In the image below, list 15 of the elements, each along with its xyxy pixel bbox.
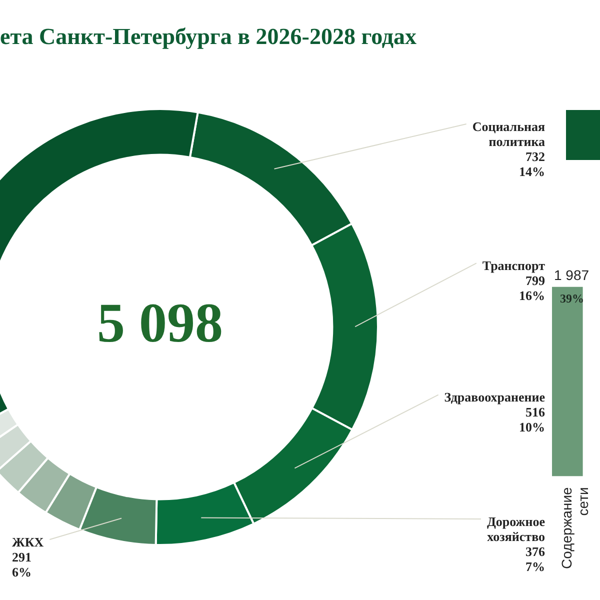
data-label: 732 14% (519, 148, 545, 179)
slice-label: ЖКХ (12, 534, 44, 550)
chart-title: ета Санкт-Петербурга в 2026-2028 годах (0, 24, 417, 50)
annotation: 39% (560, 291, 584, 306)
x-tick-label: Содержание сети (558, 486, 592, 570)
slice-label: Дорожное хозяйство (486, 514, 546, 544)
slice-label: Транспорт (482, 258, 546, 274)
data-label: 1 987 (554, 267, 590, 284)
data-label: 516 10% (519, 404, 546, 435)
text: 5 098 (97, 292, 223, 354)
slice-label: Социальная политика (472, 118, 546, 149)
data-label: 291 6% (12, 549, 32, 580)
data-label: 376 7% (526, 544, 546, 574)
slice-label: Здравоохранение (444, 390, 546, 405)
data-label: 799 16% (519, 273, 546, 304)
